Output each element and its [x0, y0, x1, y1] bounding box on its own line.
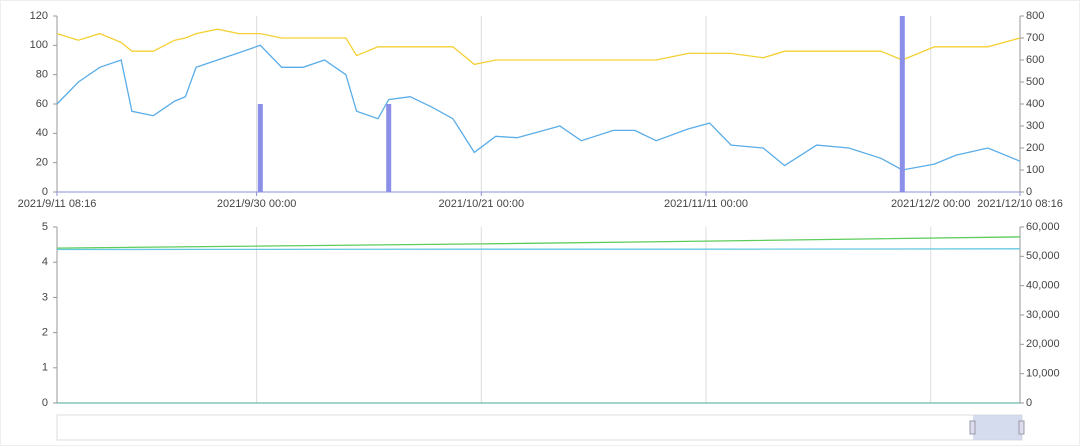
- series-line: [56, 44, 1021, 171]
- y2-tick-label: 400: [1026, 98, 1044, 110]
- y2-tick-label: 700: [1026, 32, 1044, 44]
- zoom-handle[interactable]: [969, 420, 976, 435]
- y2-tick-label: 500: [1026, 76, 1044, 88]
- y-tick-label: 4: [42, 256, 48, 268]
- y2-tick-label: 30,000: [1026, 309, 1060, 321]
- series-line: [56, 236, 1021, 249]
- x-tick-label: 2021/9/30 00:00: [217, 198, 297, 210]
- y2-tick-label: 0: [1026, 397, 1032, 409]
- y2-tick-label: 0: [1026, 186, 1032, 198]
- y-tick-label: 120: [30, 10, 48, 22]
- y-tick-label: 40: [36, 127, 48, 139]
- y-tick-label: 3: [42, 291, 48, 303]
- y2-tick-label: 600: [1026, 54, 1044, 66]
- y2-tick-label: 60,000: [1026, 221, 1060, 233]
- y2-tick-label: 800: [1026, 10, 1044, 22]
- x-tick-label: 2021/11/11 00:00: [664, 198, 748, 210]
- bar: [257, 104, 263, 192]
- y-tick-label: 2: [42, 327, 48, 339]
- y2-tick-label: 50,000: [1026, 250, 1060, 262]
- series-line: [56, 28, 1021, 66]
- y-tick-label: 80: [36, 69, 48, 81]
- zoom-handle[interactable]: [1018, 420, 1025, 435]
- zoom-window[interactable]: [973, 415, 1022, 440]
- y-tick-label: 100: [30, 39, 48, 51]
- y2-tick-label: 100: [1026, 164, 1044, 176]
- y2-tick-label: 200: [1026, 142, 1044, 154]
- y-tick-label: 0: [42, 186, 48, 198]
- y2-tick-label: 40,000: [1026, 280, 1060, 292]
- y2-tick-label: 20,000: [1026, 338, 1060, 350]
- x-tick-label: 2021/12/2 00:00: [891, 198, 971, 210]
- x-tick-label: 2021/12/10 08:16: [977, 198, 1063, 210]
- x-tick-label: 2021/10/21 00:00: [438, 198, 524, 210]
- y-tick-label: 20: [36, 157, 48, 169]
- y-tick-label: 1: [42, 362, 48, 374]
- y-tick-label: 60: [36, 98, 48, 110]
- y2-tick-label: 10,000: [1026, 368, 1060, 380]
- zoom-slider[interactable]: [56, 414, 1023, 441]
- x-tick-label: 2021/9/11 08:16: [18, 198, 97, 210]
- bar: [386, 104, 392, 192]
- y2-tick-label: 300: [1026, 120, 1044, 132]
- y-tick-label: 5: [42, 221, 48, 233]
- series-line: [56, 248, 1021, 251]
- bar: [899, 16, 905, 192]
- y-tick-label: 0: [42, 397, 48, 409]
